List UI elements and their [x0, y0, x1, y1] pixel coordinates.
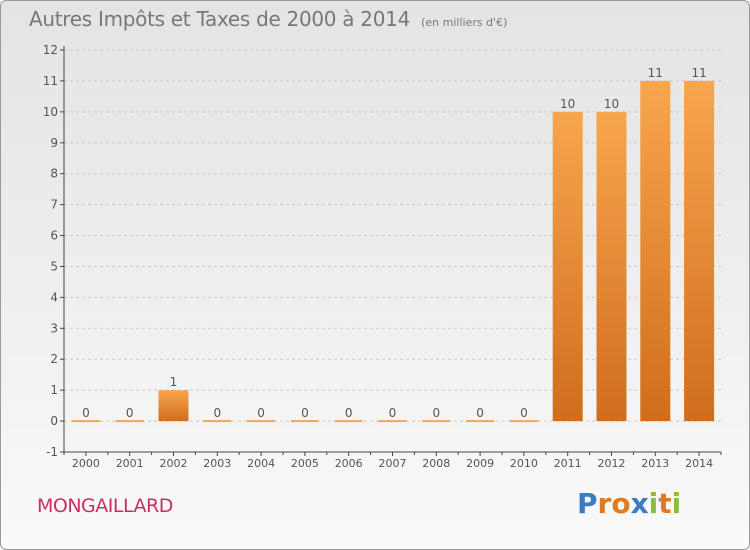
bar [596, 111, 627, 422]
y-tick-label: 1 [50, 383, 58, 397]
logo-letter: o [611, 487, 631, 520]
bar [71, 420, 100, 423]
x-tick-label: 2014 [685, 457, 713, 470]
y-tick-label: 2 [50, 352, 58, 366]
data-label: 10 [560, 97, 575, 111]
bar [203, 420, 232, 423]
logo-letter: t [658, 487, 672, 520]
chart-title: Autres Impôts et Taxes de 2000 à 2014 [29, 7, 410, 31]
data-label: 0 [126, 406, 134, 420]
data-label: 0 [389, 406, 397, 420]
chart-subtitle: (en milliers d'€) [421, 16, 508, 29]
x-tick-label: 2010 [510, 457, 538, 470]
y-tick-label: 9 [50, 136, 58, 150]
bar [422, 420, 451, 423]
town-name: MONGAILLARD [37, 495, 173, 517]
y-tick-label: 3 [50, 321, 58, 335]
bar [334, 420, 363, 423]
x-tick-label: 2012 [598, 457, 626, 470]
x-tick-label: 2006 [335, 457, 363, 470]
logo-letter: r [597, 487, 612, 520]
data-label: 0 [520, 406, 528, 420]
bar [115, 420, 144, 423]
chart-title-block: Autres Impôts et Taxes de 2000 à 2014 (e… [29, 7, 507, 31]
x-tick-label: 2005 [291, 457, 319, 470]
data-label: 10 [604, 97, 619, 111]
x-tick-label: 2009 [466, 457, 494, 470]
bar [640, 80, 671, 422]
logo-letter: x [630, 487, 649, 520]
y-tick-label: 6 [50, 229, 58, 243]
bar [290, 420, 319, 423]
proxiti-logo: Proxiti [577, 487, 681, 520]
data-label: 0 [432, 406, 440, 420]
x-tick-label: 2008 [422, 457, 450, 470]
data-label: 1 [170, 375, 178, 389]
x-tick-label: 2002 [160, 457, 188, 470]
y-tick-label: 5 [50, 259, 58, 273]
bars [71, 80, 715, 423]
bar [378, 420, 407, 423]
y-tick-label: 4 [50, 290, 58, 304]
data-label: 0 [257, 406, 265, 420]
x-tick-label: 2003 [203, 457, 231, 470]
y-tick-label: 7 [50, 198, 58, 212]
logo-letter: i [671, 487, 682, 520]
x-tick-label: 2013 [641, 457, 669, 470]
x-tick-label: 2004 [247, 457, 275, 470]
data-label: 0 [82, 406, 90, 420]
bar [466, 420, 495, 423]
x-tick-label: 2007 [379, 457, 407, 470]
y-tick-label: 8 [50, 167, 58, 181]
bar [552, 111, 583, 422]
logo-letter: i [648, 487, 659, 520]
y-tick-label: 12 [43, 43, 58, 57]
x-tick-label: 2000 [72, 457, 100, 470]
y-tick-label: -1 [46, 445, 58, 459]
logo-letter: P [577, 487, 598, 520]
y-tick-label: 10 [43, 105, 58, 119]
axes [60, 46, 722, 456]
data-label: 11 [648, 66, 663, 80]
data-label: 0 [301, 406, 309, 420]
y-tick-label: 11 [43, 74, 58, 88]
bar [509, 420, 538, 423]
data-label: 0 [213, 406, 221, 420]
data-label: 0 [345, 406, 353, 420]
bar [684, 80, 715, 422]
x-tick-label: 2011 [554, 457, 582, 470]
labels: -101234567891011120200002001120020200302… [43, 43, 713, 470]
bar [158, 390, 189, 422]
bar [247, 420, 276, 423]
data-label: 0 [476, 406, 484, 420]
x-tick-label: 2001 [116, 457, 144, 470]
y-tick-label: 0 [50, 414, 58, 428]
data-label: 11 [691, 66, 706, 80]
